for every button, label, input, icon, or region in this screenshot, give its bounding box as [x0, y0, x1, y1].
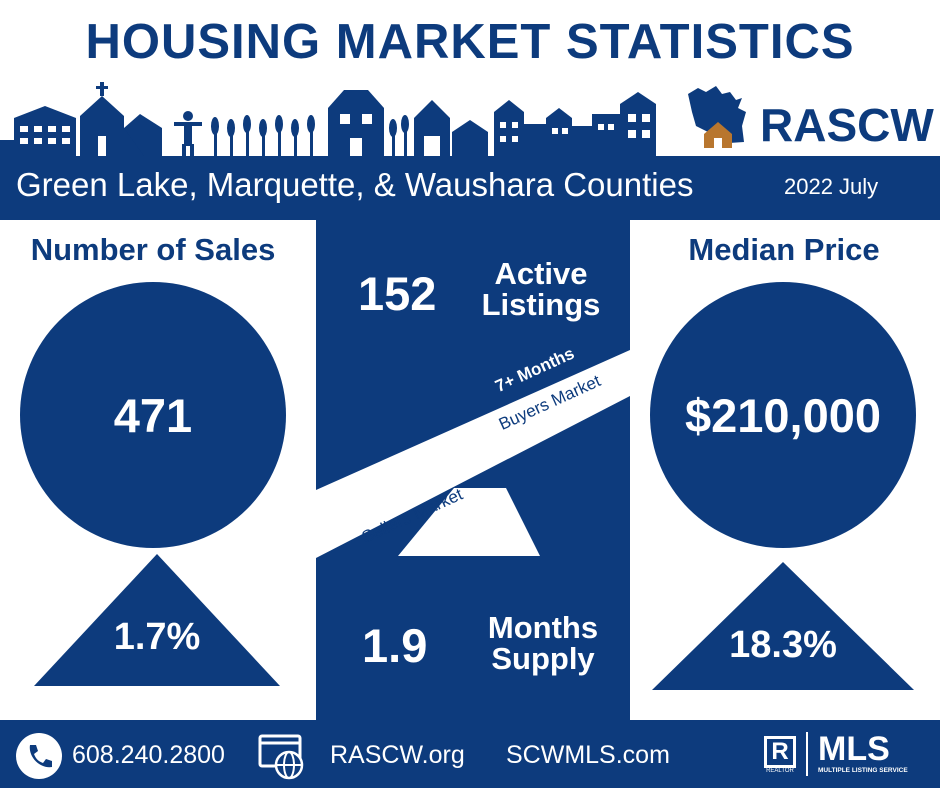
website-link-scwmls[interactable]: SCWMLS.com [506, 741, 670, 769]
price-change-triangle [652, 562, 914, 690]
realtor-label: REALTOR [766, 768, 794, 774]
phone-number[interactable]: 608.240.2800 [72, 741, 225, 769]
website-globe-icon [258, 734, 304, 780]
months-supply-label-line2: Supply [491, 641, 595, 676]
realtor-logo-icon: R [764, 736, 796, 768]
months-supply-label: Months Supply [470, 612, 616, 674]
price-value: $210,000 [684, 388, 882, 442]
active-listings-value: 152 [358, 267, 437, 320]
mls-subtitle: MULTIPLE LISTING SERVICE [818, 767, 908, 774]
period-label: 2022 July [784, 174, 879, 199]
price-circle: $210,000 [650, 282, 916, 548]
months-supply-value: 1.9 [362, 619, 428, 672]
logo-divider [806, 732, 808, 776]
region-label: Green Lake, Marquette, & Waushara Counti… [16, 166, 694, 203]
price-heading: Median Price [688, 232, 880, 267]
seesaw-graphic [316, 350, 630, 558]
sales-value: 471 [113, 388, 193, 442]
active-listings-label-line1: Active [494, 256, 588, 291]
price-change-value: 18.3% [729, 624, 837, 666]
region-band [0, 156, 940, 220]
page-title: HOUSING MARKET STATISTICS [85, 15, 855, 69]
sales-change-triangle [34, 554, 280, 686]
footer-bar [0, 720, 940, 788]
months-supply-label-line1: Months [487, 610, 599, 645]
active-listings-label: Active Listings [468, 258, 614, 320]
mls-logo-text: MLS [818, 730, 890, 768]
wisconsin-map-logo-icon [688, 86, 746, 148]
sales-change-value: 1.7% [113, 616, 201, 658]
active-listings-label-line2: Listings [481, 287, 601, 322]
brand-logo-text: RASCW [760, 99, 934, 151]
website-link-rascw[interactable]: RASCW.org [330, 741, 465, 769]
town-skyline-illustration [0, 82, 656, 156]
phone-icon [16, 733, 62, 779]
sales-heading: Number of Sales [30, 232, 276, 267]
sales-circle: 471 [20, 282, 286, 548]
